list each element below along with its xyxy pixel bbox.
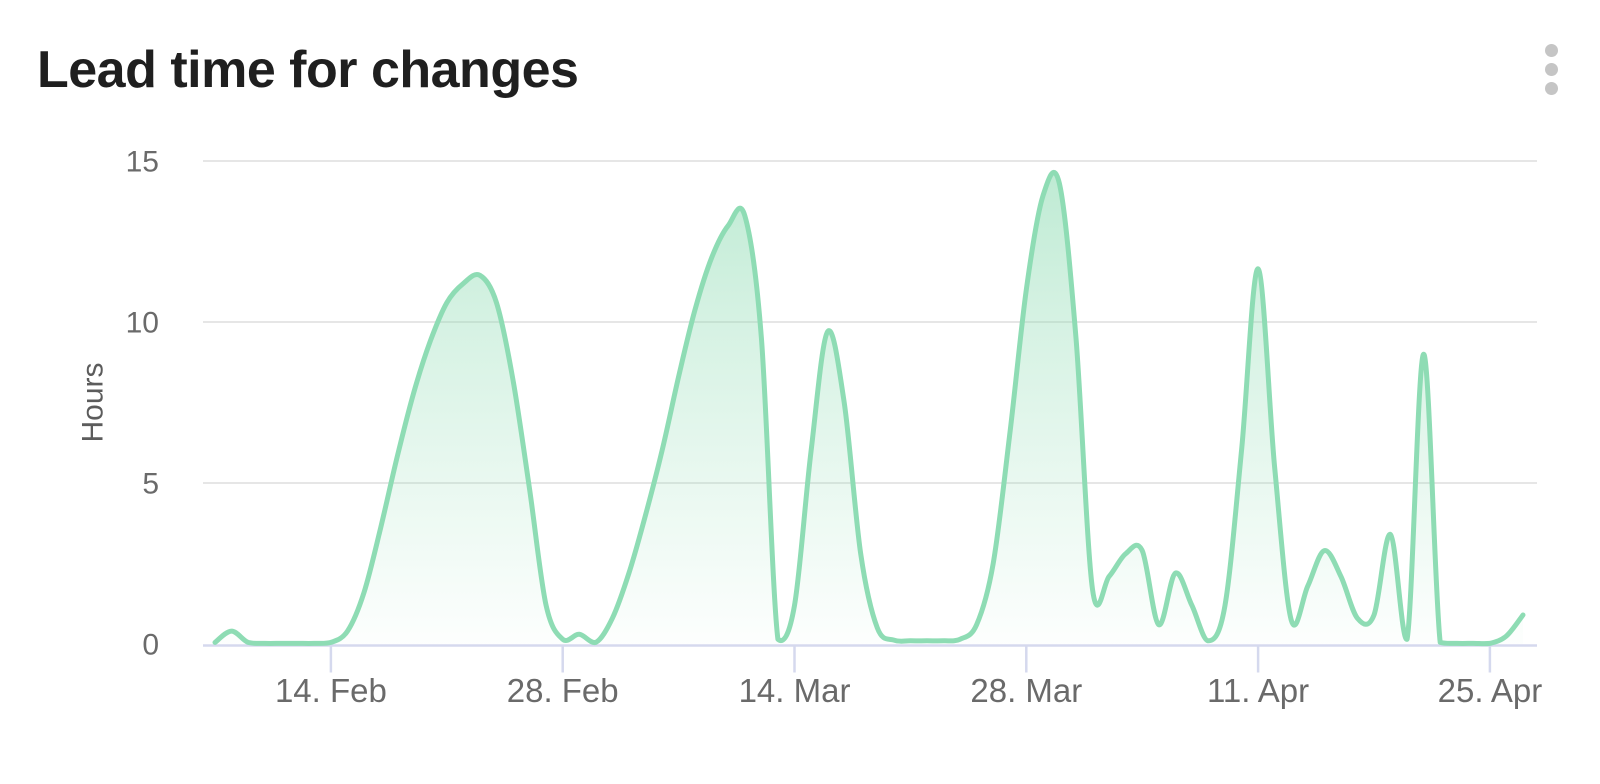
kebab-dot xyxy=(1544,81,1558,95)
area-fill xyxy=(215,172,1523,644)
y-tick-label: 0 xyxy=(142,629,159,662)
chart-title: Lead time for changes xyxy=(37,41,579,99)
kebab-vertical-icon xyxy=(1544,43,1558,95)
y-axis-labels: 0 5 10 15 xyxy=(126,146,159,662)
x-axis xyxy=(203,644,1537,673)
x-tick-label: 14. Feb xyxy=(275,672,387,709)
kebab-dot xyxy=(1544,62,1558,76)
x-tick-label: 11. Apr xyxy=(1207,672,1309,709)
x-tick-label: 28. Feb xyxy=(507,672,619,709)
x-tick-label: 28. Mar xyxy=(970,672,1082,709)
y-axis-title: Hours xyxy=(77,362,110,442)
x-tick-label: 25. Apr xyxy=(1438,672,1543,709)
y-tick-label: 5 xyxy=(142,468,159,501)
y-tick-label: 15 xyxy=(126,146,159,179)
y-tick-label: 10 xyxy=(126,307,159,340)
x-tick-label: 14. Mar xyxy=(739,672,851,709)
kebab-dot xyxy=(1544,43,1558,57)
area-line xyxy=(212,170,1526,647)
x-axis-labels: 14. Feb 28. Feb 14. Mar 28. Mar 11. Apr 25. A… xyxy=(275,672,1542,709)
chart-options-menu-button[interactable] xyxy=(1538,38,1564,100)
